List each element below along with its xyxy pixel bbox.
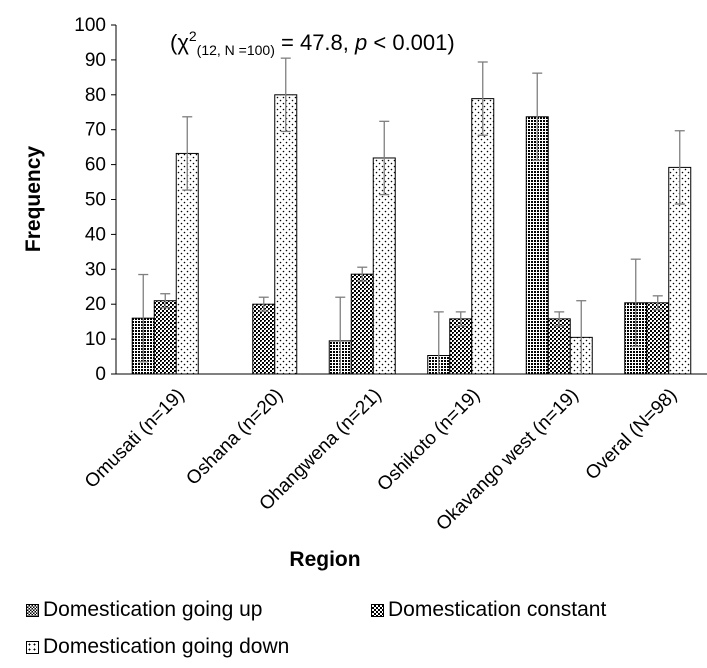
bar-domestication-going-down	[274, 94, 298, 375]
y-tick-label: 40	[85, 224, 106, 245]
y-tick-label: 50	[85, 190, 106, 211]
y-tick-label: 100	[74, 15, 106, 36]
legend-item-down: Domestication going down	[26, 635, 289, 659]
legend-label-down: Domestication going down	[43, 635, 290, 658]
annot-italic: p	[354, 30, 367, 55]
legend-swatch-down	[26, 640, 39, 654]
y-tick-label: 30	[85, 259, 106, 280]
y-tick-label: 10	[85, 329, 106, 350]
y-tick-label: 90	[85, 50, 106, 71]
bar-domestication-constant	[449, 318, 473, 375]
y-tick-label: 0	[95, 364, 106, 385]
bar-domestication-going-down	[471, 98, 495, 375]
bar-domestication-constant	[547, 318, 571, 375]
plot-area: 0 10 20 30 40 50 60 70 80 90 100 Omusati (n=19)Osha…	[74, 15, 707, 535]
y-tick-label: 80	[85, 85, 106, 106]
y-tick-label: 20	[85, 294, 106, 315]
y-tick-label: 70	[85, 120, 106, 141]
category-label: Oshana (n=20)	[182, 385, 287, 490]
legend-swatch-constant	[371, 603, 384, 617]
bar-domestication-constant	[153, 300, 177, 375]
category-label: Overal (N=98)	[582, 385, 682, 485]
annot-mid: = 47.8,	[275, 30, 355, 55]
category-label: Oshikoto (n=19)	[373, 385, 484, 496]
legend-label-up: Domestication going up	[43, 598, 263, 621]
legend-swatch-up	[26, 603, 39, 617]
bar-domestication-constant	[646, 302, 670, 375]
annot-prefix: (χ	[170, 30, 189, 55]
legend-item-constant: Domestication constant	[371, 598, 606, 622]
bar-domestication-constant	[252, 303, 276, 375]
annot-suffix: < 0.001)	[367, 30, 454, 55]
y-tick-label: 60	[85, 155, 106, 176]
legend-label-constant: Domestication constant	[388, 598, 607, 621]
chi-square-annotation: (χ2(12, N =100) = 47.8, p < 0.001)	[170, 28, 455, 58]
bar-domestication-constant	[350, 273, 374, 375]
x-axis-title: Region	[289, 548, 360, 571]
legend-item-up: Domestication going up	[26, 598, 262, 622]
annot-sub: (12, N =100)	[197, 42, 275, 58]
annot-sup: 2	[189, 28, 197, 44]
category-label: Omusati (n=19)	[81, 385, 189, 493]
y-axis-title: Frequency	[22, 146, 45, 253]
